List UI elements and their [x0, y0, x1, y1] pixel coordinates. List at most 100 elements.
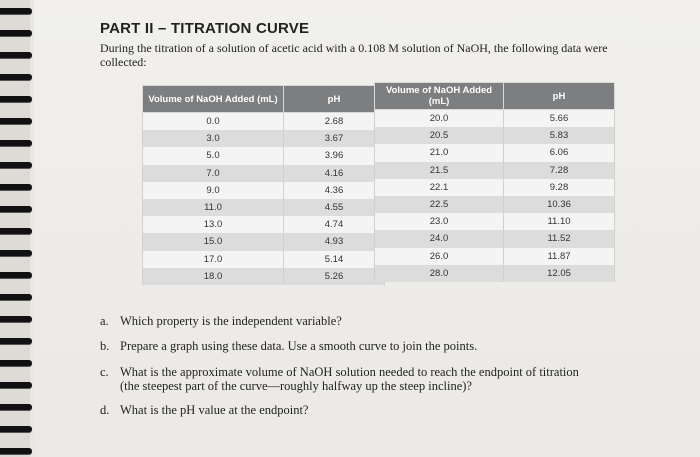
- binder-ring: [0, 338, 32, 344]
- table-row: 17.0 5.14: [142, 250, 385, 268]
- table-row: 7.0 4.16: [142, 164, 385, 182]
- volume-cell: 21.0: [374, 144, 504, 162]
- volume-cell: 28.0: [374, 264, 504, 282]
- ph-cell: 5.26: [283, 267, 385, 285]
- table-row: 15.0 4.93: [142, 233, 385, 251]
- binder-ring: [0, 294, 32, 300]
- volume-cell: 24.0: [374, 230, 504, 248]
- binder-ring: [0, 448, 32, 454]
- binder-ring: [0, 140, 32, 146]
- binder-ring: [0, 250, 32, 256]
- question-text-continued: (the steepest part of the curve—roughly …: [120, 379, 472, 393]
- volume-cell: 23.0: [374, 213, 504, 231]
- ph-cell: 3.96: [283, 147, 385, 165]
- binder-ring: [0, 8, 32, 14]
- table-row: 23.0 11.10: [374, 213, 615, 231]
- ph-cell: 4.93: [283, 233, 385, 251]
- volume-cell: 20.5: [374, 127, 504, 145]
- table-row: 26.0 11.87: [374, 247, 615, 265]
- question-label: d.: [100, 403, 110, 417]
- volume-cell: 7.0: [142, 164, 284, 182]
- volume-cell: 20.0: [374, 109, 504, 128]
- binder-ring: [0, 184, 32, 190]
- volume-cell: 22.5: [374, 195, 504, 214]
- question-c: c. What is the approximate volume of NaOH…: [100, 365, 670, 393]
- question-text: Which property is the independent variab…: [120, 314, 342, 328]
- volume-cell: 13.0: [142, 216, 284, 234]
- ph-cell: 5.66: [503, 109, 615, 128]
- table-row: 28.0 12.05: [374, 264, 615, 282]
- table-row: 21.5 7.28: [374, 161, 615, 179]
- table-row: 20.5 5.83: [374, 127, 615, 145]
- ph-cell: 12.05: [503, 264, 615, 282]
- ph-cell: 4.74: [283, 216, 385, 234]
- titration-table-right: Volume of NaOH Added (mL) pH 20.0 5.66 20…: [374, 82, 615, 282]
- volume-cell: 5.0: [142, 147, 284, 165]
- ph-cell: 3.67: [283, 130, 385, 148]
- binder-ring: [0, 404, 32, 410]
- column-header-volume: Volume of NaOH Added (mL): [374, 82, 504, 110]
- question-text: What is the approximate volume of NaOH s…: [120, 365, 579, 379]
- question-d: d. What is the pH value at the endpoint?: [100, 403, 660, 417]
- binder-ring: [0, 52, 32, 58]
- binder-ring: [0, 316, 32, 322]
- binder-ring: [0, 382, 32, 388]
- binder-ring: [0, 206, 32, 212]
- volume-cell: 17.0: [142, 250, 284, 268]
- question-a: a. Which property is the independent vari…: [100, 314, 660, 328]
- table-row: 13.0 4.74: [142, 216, 385, 234]
- table-row: 18.0 5.26: [142, 267, 385, 285]
- table-row: 20.0 5.66: [374, 109, 615, 128]
- volume-cell: 15.0: [142, 233, 284, 251]
- volume-cell: 0.0: [142, 112, 284, 131]
- volume-cell: 26.0: [374, 247, 504, 265]
- table-row: 21.0 6.06: [374, 144, 615, 162]
- binder-ring: [0, 228, 32, 234]
- binder-ring: [0, 74, 32, 80]
- table-row: 24.0 11.52: [374, 230, 615, 248]
- question-label: b.: [100, 339, 110, 353]
- volume-cell: 22.1: [374, 178, 504, 196]
- binder-ring: [0, 272, 32, 278]
- column-header-ph: pH: [503, 82, 615, 110]
- question-b: b. Prepare a graph using these data. Use …: [100, 339, 660, 353]
- ph-cell: 5.14: [283, 250, 385, 268]
- section-heading: PART II – TITRATION CURVE: [100, 20, 310, 37]
- volume-cell: 11.0: [142, 198, 284, 217]
- volume-cell: 3.0: [142, 130, 284, 148]
- binder-ring: [0, 118, 32, 124]
- titration-table-left: Volume of NaOH Added (mL) pH 0.0 2.68 3.0…: [142, 85, 385, 285]
- intro-text: During the titration of a solution of ac…: [100, 41, 608, 69]
- table-row: 9.0 4.36: [142, 181, 385, 199]
- ph-cell: 2.68: [283, 112, 385, 131]
- ph-cell: 7.28: [503, 161, 615, 179]
- ph-cell: 11.87: [503, 247, 615, 265]
- table-row: 22.1 9.28: [374, 178, 615, 196]
- table-row: 5.0 3.96: [142, 147, 385, 165]
- question-text: Prepare a graph using these data. Use a …: [120, 339, 478, 353]
- ph-cell: 4.36: [283, 181, 385, 199]
- ph-cell: 6.06: [503, 144, 615, 162]
- ph-cell: 11.52: [503, 230, 615, 248]
- table-row: 11.0 4.55: [142, 198, 385, 217]
- table-row: 22.5 10.36: [374, 195, 615, 214]
- ph-cell: 4.55: [283, 198, 385, 217]
- ph-cell: 11.10: [503, 213, 615, 231]
- column-header-volume: Volume of NaOH Added (mL): [142, 85, 284, 113]
- volume-cell: 18.0: [142, 267, 284, 285]
- binder-ring: [0, 426, 32, 432]
- question-text: What is the pH value at the endpoint?: [120, 403, 309, 417]
- table-row: 0.0 2.68: [142, 112, 385, 131]
- question-label: a.: [100, 314, 109, 328]
- ph-cell: 9.28: [503, 178, 615, 196]
- ph-cell: 10.36: [503, 195, 615, 214]
- binder-ring: [0, 360, 32, 366]
- table-row: 3.0 3.67: [142, 130, 385, 148]
- volume-cell: 9.0: [142, 181, 284, 199]
- binder-ring: [0, 30, 32, 36]
- ph-cell: 4.16: [283, 164, 385, 182]
- ph-cell: 5.83: [503, 127, 615, 145]
- volume-cell: 21.5: [374, 161, 504, 179]
- binder-ring: [0, 162, 32, 168]
- binder-ring: [0, 96, 32, 102]
